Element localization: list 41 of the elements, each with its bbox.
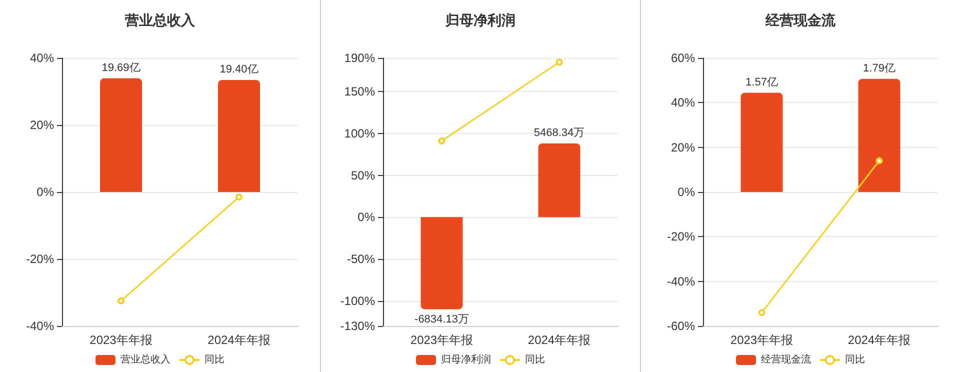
chart-title: 经营现金流 [764,12,836,28]
y-tick-label: -40% [666,274,696,288]
data-label: 5468.34万 [534,126,585,139]
chart-title: 营业总收入 [124,12,196,28]
data-label: 19.69亿 [102,62,140,74]
legend-label: 同比 [525,354,545,366]
legend-label: 归母净利润 [441,354,491,366]
x-tick-label: 2023年年报 [730,333,794,347]
data-label: 19.40亿 [220,63,258,76]
y-tick-label: 50% [350,168,376,182]
y-tick-label: -100% [340,294,376,308]
y-tick-label: -60% [666,319,696,333]
y-tick-label: 100% [344,126,376,140]
legend-label: 同比 [204,354,224,366]
y-tick-label: 40% [670,96,696,110]
y-tick-label: 150% [344,84,376,98]
y-tick-label: 0% [678,185,696,199]
x-tick-label: 2024年年报 [848,333,911,347]
x-tick-label: 2024年年报 [208,333,270,347]
y-tick-label: -20% [26,252,54,266]
y-tick-label: -50% [346,252,376,266]
legend-label: 经营现金流 [761,354,811,366]
y-tick-label: 0% [358,210,376,224]
data-label: -6834.13万 [414,314,469,326]
y-tick-label: 20% [670,140,696,154]
data-label: 1.57亿 [746,76,778,88]
legend-label: 营业总收入 [120,354,170,366]
y-tick-label: -40% [26,319,54,333]
y-tick-label: 0% [36,185,54,199]
x-tick-label: 2023年年报 [410,333,474,347]
y-tick-label: 190% [344,51,376,65]
legend-label: 同比 [845,354,865,366]
y-tick-label: 60% [670,51,696,65]
y-tick-label: -20% [666,230,696,244]
y-tick-label: 20% [30,118,54,132]
chart-title: 归母净利润 [444,12,516,28]
data-label: 1.79亿 [863,62,896,74]
x-tick-label: 2023年年报 [90,333,152,347]
x-tick-label: 2024年年报 [528,333,591,347]
y-tick-label: 40% [30,51,54,65]
y-tick-label: -130% [340,319,376,333]
